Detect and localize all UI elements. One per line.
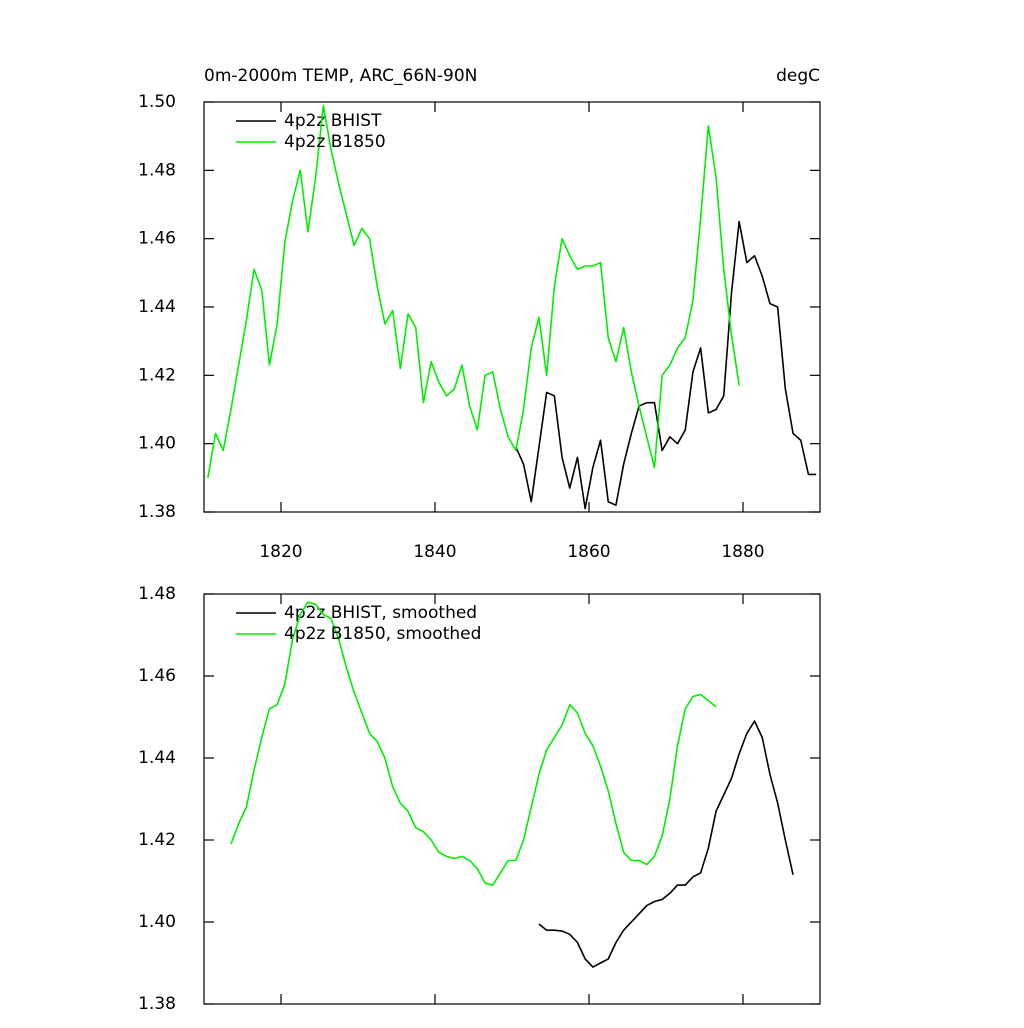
y-tick-label: 1.42: [138, 365, 176, 385]
legend-label: 4p2z BHIST: [284, 111, 382, 131]
y-tick-label: 1.46: [138, 666, 176, 686]
y-tick-label: 1.44: [138, 748, 176, 768]
y-tick-label: 1.44: [138, 297, 176, 317]
data-line: [230, 601, 717, 886]
y-tick-label: 1.38: [138, 502, 176, 522]
legend-label: 4p2z B1850: [284, 132, 386, 152]
y-tick-label: 1.42: [138, 830, 176, 850]
y-tick-label: 1.46: [138, 229, 176, 249]
plot-frame: [203, 593, 821, 1005]
legend-label: 4p2z B1850, smoothed: [284, 624, 481, 644]
data-line: [538, 720, 794, 968]
data-line: [515, 220, 817, 510]
y-tick-label: 1.50: [138, 92, 176, 112]
legend-label: 4p2z BHIST, smoothed: [284, 603, 477, 623]
data-line: [207, 104, 740, 478]
x-tick-label: 1880: [721, 542, 764, 562]
y-tick-label: 1.38: [138, 994, 176, 1014]
x-tick-label: 1860: [567, 542, 610, 562]
y-tick-label: 1.48: [138, 160, 176, 180]
units-label: degC: [776, 66, 820, 86]
y-tick-label: 1.48: [138, 584, 176, 604]
x-tick-label: 1840: [413, 542, 456, 562]
y-tick-label: 1.40: [138, 912, 176, 932]
x-tick-label: 1820: [259, 542, 302, 562]
y-tick-label: 1.40: [138, 434, 176, 454]
chart-title: 0m-2000m TEMP, ARC_66N-90N: [204, 66, 477, 86]
